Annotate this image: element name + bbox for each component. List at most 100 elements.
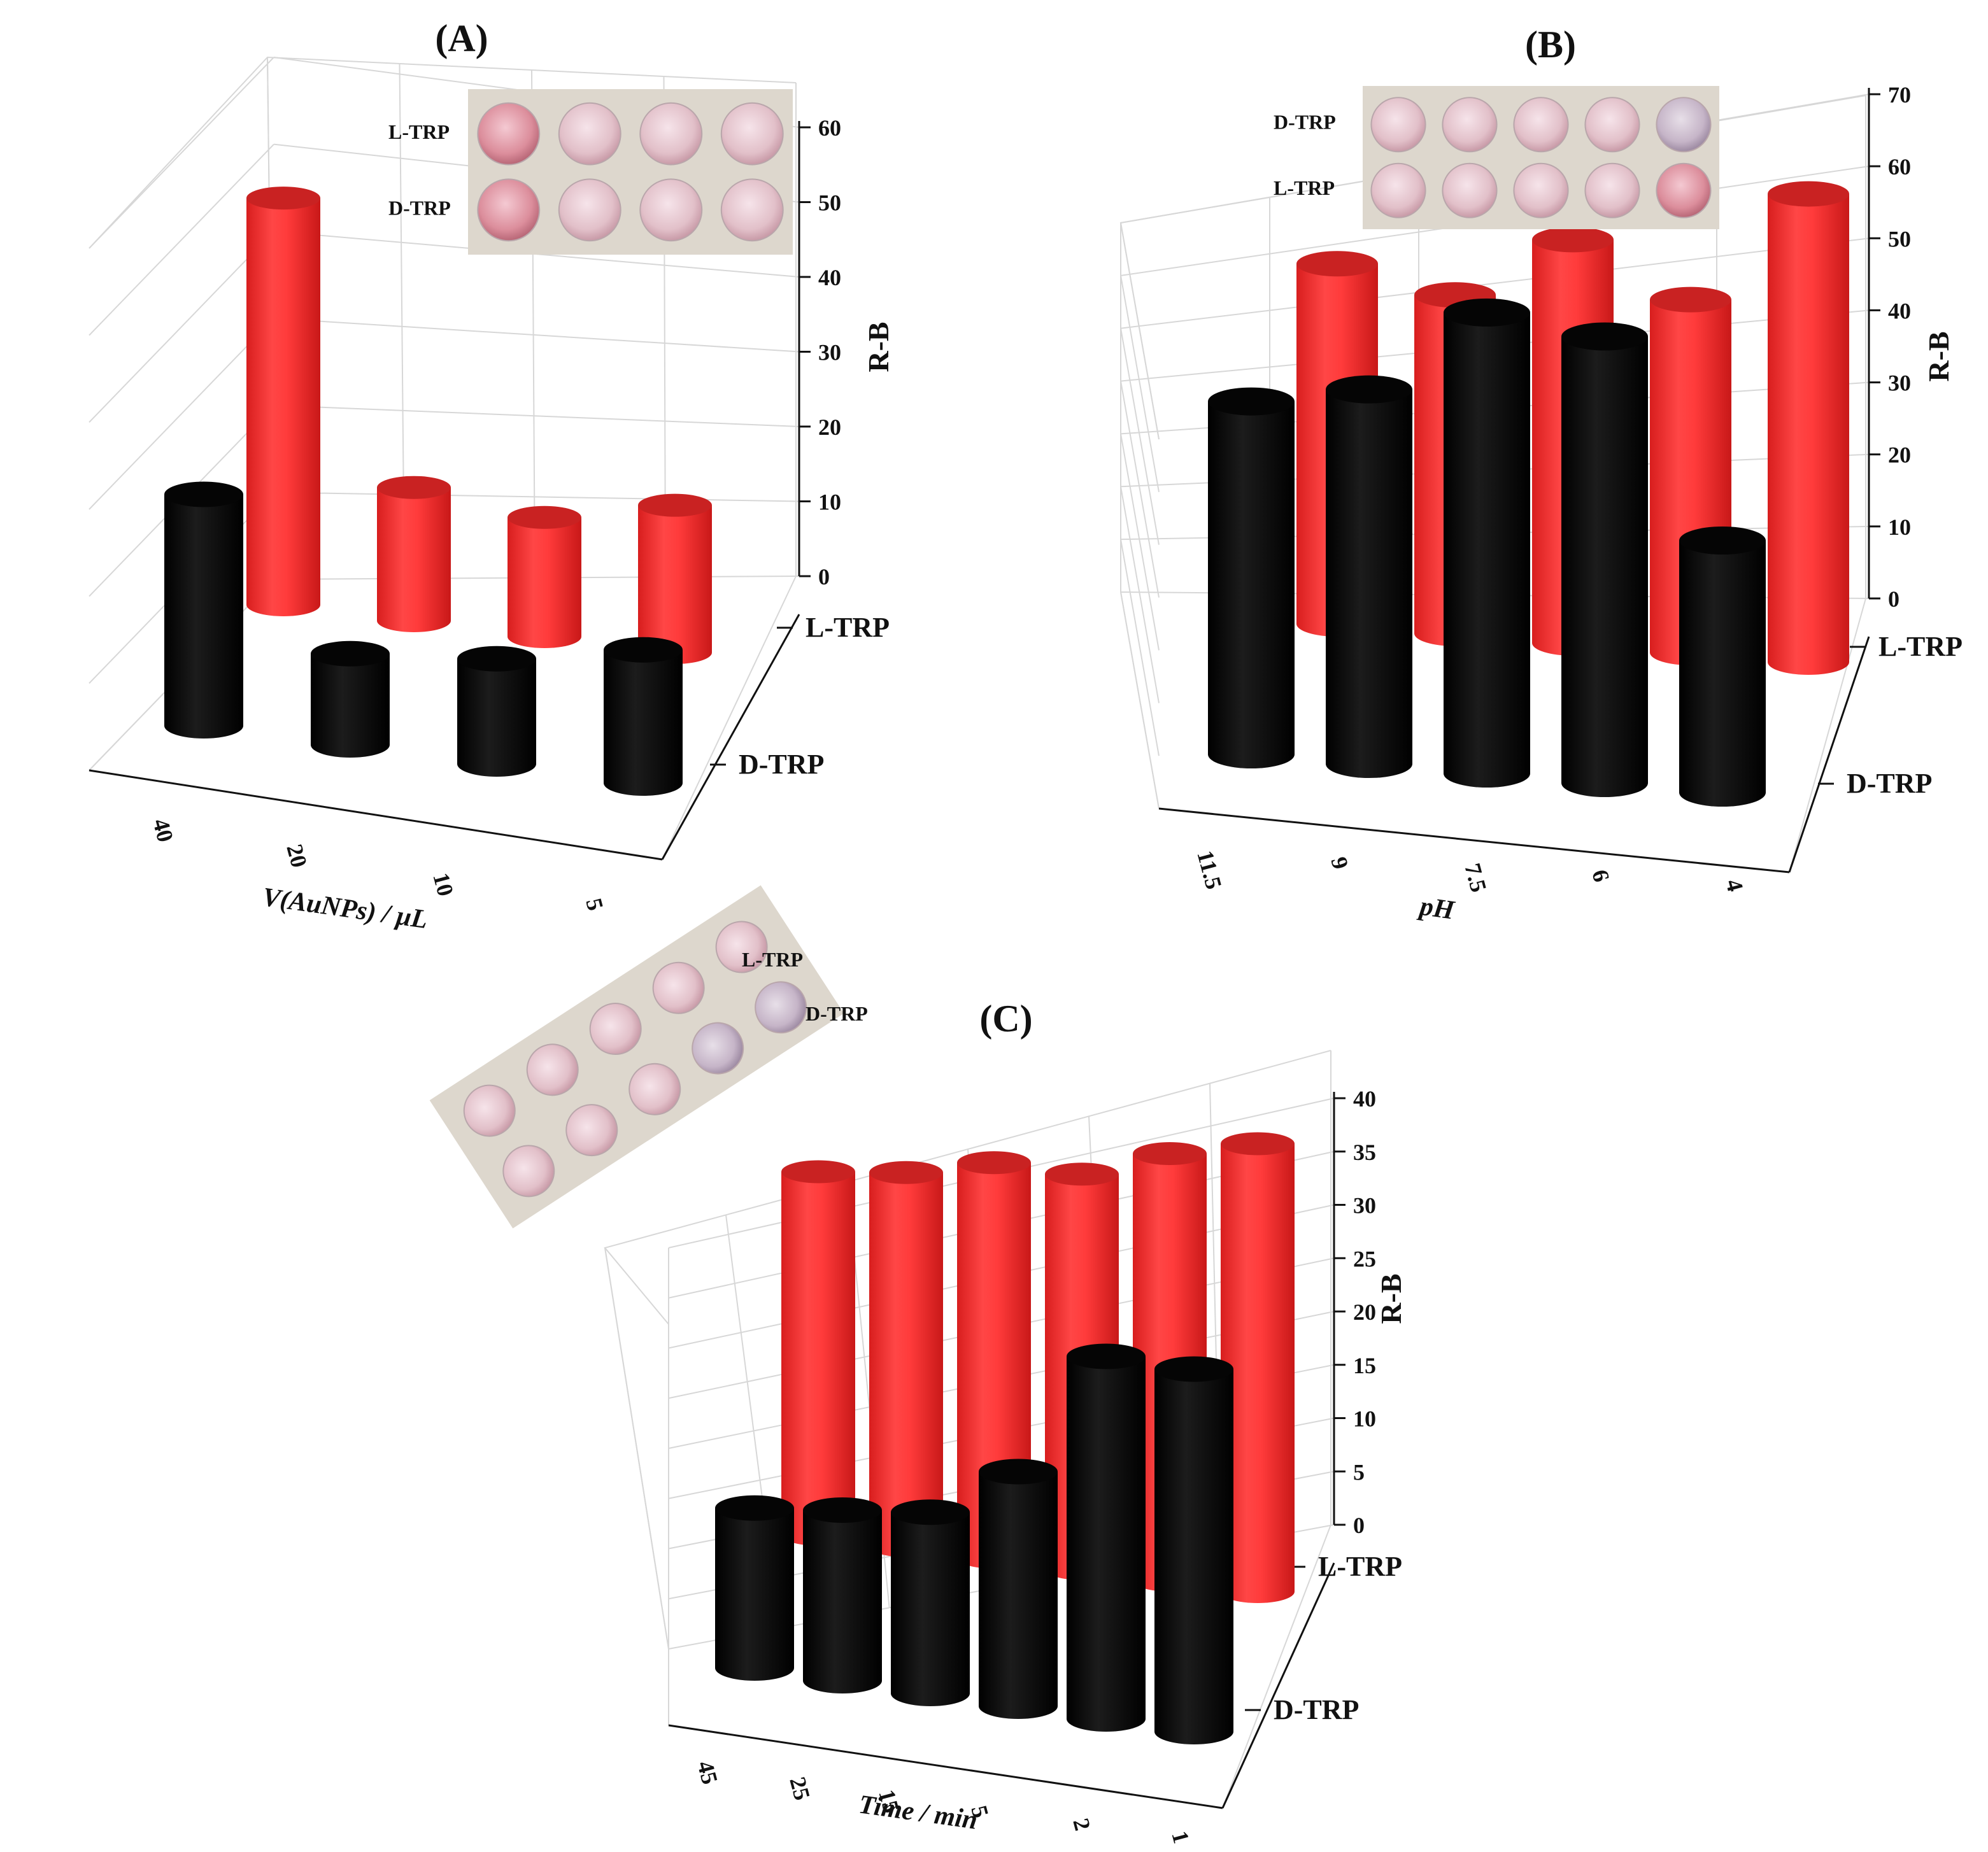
well (1513, 162, 1569, 218)
well (1442, 97, 1498, 153)
y-tick-label: 50 (1888, 226, 1911, 251)
x-axis-title: V(AuNPs) / μL (260, 882, 429, 935)
series-label: L-TRP (806, 612, 890, 643)
y-tick-label: 25 (1353, 1246, 1376, 1271)
well (1370, 162, 1426, 218)
y-tick-label: 70 (1888, 82, 1911, 108)
series-label: D-TRP (1274, 1694, 1359, 1725)
y-tick-label: 40 (818, 265, 841, 290)
well (720, 178, 784, 242)
x-tick-label: 45 (692, 1758, 723, 1787)
inset-row-label: L-TRP (742, 948, 803, 971)
well (755, 981, 807, 1034)
series-label: D-TRP (739, 749, 824, 780)
bar-d-trp (1154, 1356, 1233, 1744)
y-tick-label: 20 (818, 414, 841, 440)
y-tick-label: 5 (1353, 1459, 1365, 1485)
y-axis-title: R-B (1922, 331, 1955, 381)
y-axis-title: R-B (862, 322, 895, 372)
well (628, 1063, 681, 1115)
y-tick-label: 0 (1353, 1513, 1365, 1538)
photo-inset: D-TRP L-TRP (1274, 86, 1719, 229)
y-tick-label: 0 (818, 564, 830, 590)
photo-inset: L-TRP D-TRP (388, 89, 793, 255)
panel-title: (A) (435, 17, 488, 59)
bar-d-trp (1208, 387, 1295, 768)
bar-d-trp (457, 646, 536, 777)
well (565, 1104, 618, 1157)
bars (1208, 181, 1849, 807)
inset-row-label: D-TRP (806, 1002, 868, 1025)
panel-a: (A) 0 10 20 30 40 50 60 R-B L-TRP D-TRP 40 20 10 5 V(Au… (89, 17, 895, 935)
x-tick-label: 9 (1326, 854, 1353, 872)
y-tick-label: 60 (1888, 154, 1911, 180)
series-label: D-TRP (1847, 768, 1932, 799)
well (502, 1145, 555, 1198)
x-tick-label: 4 (1721, 877, 1748, 894)
x-axis-title: Time / min (857, 1790, 979, 1835)
y-tick-label: 40 (1353, 1086, 1376, 1112)
y-tick-label: 35 (1353, 1140, 1376, 1165)
x-tick-label: 7.5 (1459, 861, 1491, 895)
bar-l-trp (508, 505, 581, 648)
bar-d-trp (803, 1497, 882, 1693)
bar-d-trp (1326, 375, 1412, 778)
inset-row-label: L-TRP (1274, 176, 1335, 199)
bar-l-trp (377, 476, 451, 632)
bar-d-trp (1444, 298, 1530, 788)
y-tick-label: 20 (1353, 1299, 1376, 1325)
x-tick-label: 10 (428, 870, 458, 899)
photo-inset: L-TRP D-TRP (429, 885, 868, 1229)
y-tick-label: 10 (818, 490, 841, 515)
well (463, 1084, 516, 1137)
x-tick-label: 2 (1068, 1816, 1095, 1834)
bars (164, 187, 712, 796)
bar-d-trp (1067, 1343, 1146, 1732)
axes (1158, 88, 1880, 873)
y-tick-label: 10 (1888, 514, 1911, 540)
bar-d-trp (891, 1499, 970, 1706)
x-axis-title: pH (1416, 891, 1457, 926)
inset-row-label: D-TRP (388, 197, 451, 220)
bar-l-trp (781, 1160, 855, 1546)
bar-l-trp (1221, 1132, 1295, 1603)
axes (89, 121, 811, 861)
well (477, 102, 541, 166)
y-tick-label: 30 (1353, 1193, 1376, 1219)
bar-d-trp (1679, 527, 1766, 807)
x-tick-label: 25 (785, 1774, 815, 1803)
well (1656, 162, 1712, 218)
x-tick-label: 5 (581, 896, 608, 914)
inset-row-label: L-TRP (388, 120, 450, 143)
well (1584, 162, 1640, 218)
bar-d-trp (979, 1459, 1058, 1719)
well (477, 178, 541, 242)
x-tick-label: 20 (281, 842, 312, 870)
well (558, 178, 621, 242)
y-tick-label: 10 (1353, 1406, 1376, 1432)
y-tick-label: 50 (818, 190, 841, 216)
well (1584, 97, 1640, 153)
bar-l-trp (246, 187, 320, 616)
panel-title: (B) (1525, 24, 1576, 66)
series-label: L-TRP (1318, 1551, 1402, 1582)
bar-l-trp (869, 1161, 943, 1557)
x-tick-label: 6 (1587, 867, 1614, 885)
well (1370, 97, 1426, 153)
well (639, 178, 703, 242)
well (558, 102, 621, 166)
well (692, 1022, 744, 1075)
x-tick-label: 1 (1167, 1828, 1194, 1846)
y-tick-label: 15 (1353, 1353, 1376, 1378)
bar-d-trp (311, 640, 390, 758)
well (526, 1043, 579, 1096)
y-axis-title: R-B (1375, 1273, 1407, 1324)
bar-d-trp (604, 637, 683, 796)
x-tick-label: 40 (148, 816, 178, 845)
inset-row-label: D-TRP (1274, 111, 1336, 134)
well (720, 102, 784, 166)
bar-d-trp (715, 1495, 794, 1681)
y-tick-label: 0 (1888, 586, 1899, 612)
